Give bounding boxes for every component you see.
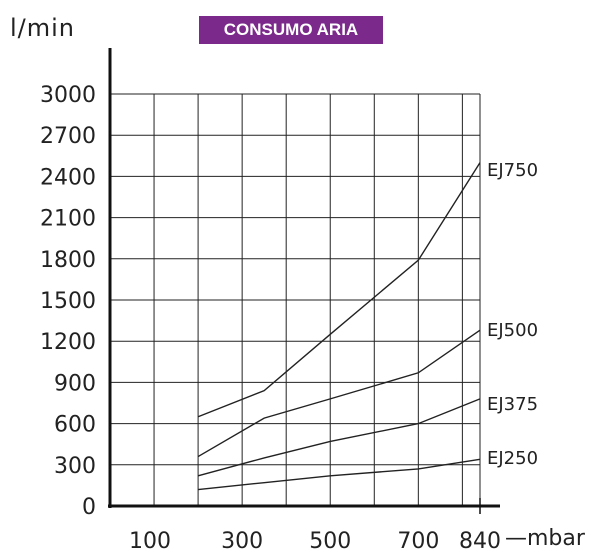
y-axis-label: l/min: [10, 14, 76, 42]
y-tick-label: 2100: [40, 207, 96, 232]
x-tick-label: 500: [309, 529, 351, 553]
series-line-ej250: [198, 458, 481, 491]
x-tick-label: 700: [397, 529, 439, 553]
y-tick-label: 2700: [40, 124, 96, 149]
series-line-ej375: [197, 398, 481, 477]
series-label-ej375: EJ375: [487, 394, 538, 415]
x-tick-label: 840: [459, 529, 501, 553]
y-tick-label: 1200: [40, 330, 96, 355]
y-tick-label: 900: [54, 371, 96, 396]
y-tick-label: 1500: [40, 289, 96, 314]
y-tick-label: 2400: [40, 165, 96, 190]
y-tick-label: 600: [54, 413, 96, 438]
chart-title: CONSUMO ARIA: [199, 16, 383, 44]
y-tick-label: 3000: [40, 83, 96, 108]
y-tick-label: 300: [54, 454, 96, 479]
series-line-ej750: [197, 162, 481, 418]
series-line-ej500: [197, 329, 481, 458]
y-tick-label: 1800: [40, 248, 96, 273]
series-label-ej250: EJ250: [487, 448, 538, 469]
x-tick-label: 300: [221, 529, 263, 553]
x-axis-label: —mbar: [505, 526, 585, 551]
series-label-ej500: EJ500: [487, 320, 538, 341]
y-tick-label: 0: [82, 495, 96, 520]
series-label-ej750: EJ750: [487, 160, 538, 181]
x-tick-label: 100: [129, 529, 171, 553]
